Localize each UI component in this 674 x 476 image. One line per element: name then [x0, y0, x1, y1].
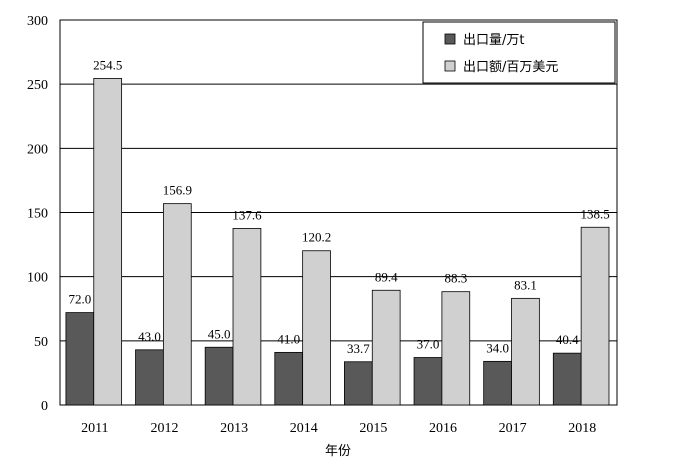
y-axis-ticks: 0 50 100 150 200 250 300 [27, 14, 48, 414]
bar-export-volume [552, 352, 582, 406]
data-label: 34.0 [486, 340, 509, 355]
data-label: 43.0 [138, 329, 161, 344]
legend-label-export-value: 出口额/百万美元 [463, 60, 558, 75]
bar-export-value [580, 226, 610, 406]
bar-export-volume [274, 351, 304, 406]
bar-export-value [93, 77, 123, 406]
y-tick-label: 50 [34, 335, 48, 350]
legend: 出口量/万t 出口额/百万美元 [422, 21, 616, 84]
y-tick-label: 250 [27, 78, 48, 93]
data-label: 41.0 [277, 331, 300, 346]
x-axis-ticks: 2011 2012 2013 2014 2015 2016 2017 2018 [81, 421, 596, 436]
bar-export-value [511, 297, 540, 406]
data-label: 120.2 [302, 230, 331, 245]
x-tick-label: 2014 [290, 421, 318, 436]
x-tick-label: 2018 [568, 421, 596, 436]
data-labels: 72.0 254.5 43.0 156.9 45.0 137.6 41.0 120.2 33.7… [68, 57, 609, 355]
data-label: 83.1 [514, 277, 537, 292]
bar-export-volume [204, 346, 234, 406]
data-label: 33.7 [347, 341, 370, 356]
data-label: 156.9 [163, 183, 192, 198]
bar-export-value [441, 291, 471, 406]
bar-export-value [232, 228, 262, 406]
legend-box [422, 21, 616, 84]
y-tick-label: 300 [27, 14, 48, 29]
data-label: 89.4 [375, 269, 398, 284]
x-tick-label: 2017 [499, 421, 527, 436]
x-tick-label: 2011 [81, 421, 108, 436]
bar-export-volume [413, 357, 443, 406]
bar-export-volume [483, 360, 512, 406]
data-label: 40.4 [556, 332, 579, 347]
legend-swatch-export-value [444, 60, 456, 72]
bar-export-value [371, 289, 401, 406]
x-tick-label: 2015 [359, 421, 387, 436]
data-label: 72.0 [68, 292, 91, 307]
data-label: 88.3 [444, 271, 467, 286]
bar-export-value [302, 250, 331, 406]
x-tick-label: 2016 [429, 421, 457, 436]
data-label: 254.5 [93, 57, 122, 72]
data-label: 137.6 [232, 207, 262, 222]
bar-export-volume [65, 312, 95, 406]
x-axis-label: 年份 [325, 444, 351, 459]
y-tick-label: 150 [27, 207, 48, 222]
legend-label-export-volume: 出口量/万t [463, 33, 524, 48]
y-tick-label: 100 [27, 271, 48, 286]
bar-export-volume [344, 361, 373, 406]
data-label: 138.5 [580, 206, 609, 221]
x-tick-label: 2012 [150, 421, 178, 436]
x-tick-label: 2013 [220, 421, 248, 436]
legend-swatch-export-volume [444, 33, 456, 45]
y-tick-label: 0 [41, 399, 48, 414]
data-label: 37.0 [417, 337, 440, 352]
bar-export-value [162, 203, 192, 406]
bar-export-volume [135, 349, 164, 406]
y-tick-label: 200 [27, 142, 48, 157]
data-label: 45.0 [208, 326, 231, 341]
bars [65, 77, 610, 406]
